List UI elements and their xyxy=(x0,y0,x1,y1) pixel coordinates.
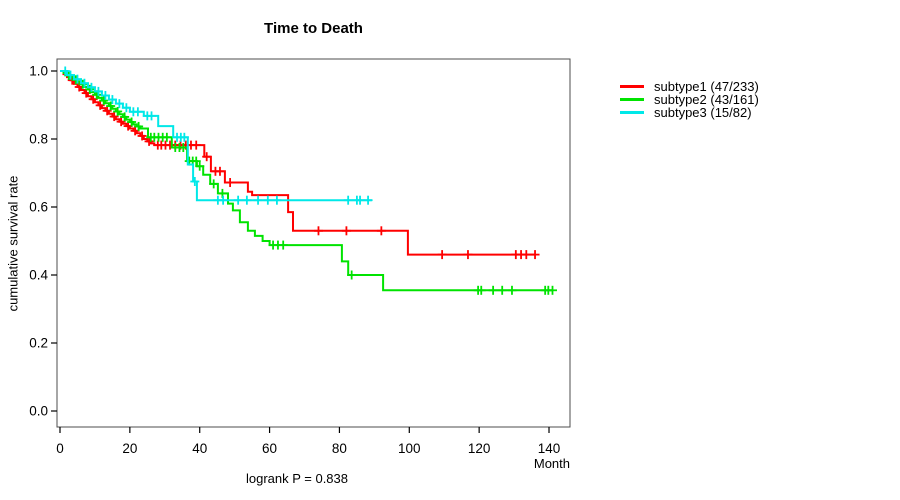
x-tick-label: 80 xyxy=(332,441,347,456)
x-axis-label: Month xyxy=(533,456,570,471)
legend-label: subtype2 (43/161) xyxy=(654,92,759,107)
logrank-p-annotation: logrank P = 0.838 xyxy=(245,471,349,486)
y-tick-label: 0.4 xyxy=(29,268,48,283)
x-tick-label: 20 xyxy=(122,441,137,456)
y-tick-label: 0.2 xyxy=(29,336,48,351)
curve-subtype3 xyxy=(60,70,372,202)
curve-subtype2 xyxy=(60,70,553,292)
y-tick-label: 0.0 xyxy=(29,404,48,419)
legend-row-subtype3: subtype3 (15/82) xyxy=(620,105,759,120)
legend-line-swatch xyxy=(620,111,644,114)
censor-marks-subtype1 xyxy=(67,75,540,260)
legend-line-swatch xyxy=(620,85,644,88)
legend-row-subtype1: subtype1 (47/233) xyxy=(620,79,759,94)
legend-row-subtype2: subtype2 (43/161) xyxy=(620,92,759,107)
plot-box xyxy=(56,58,571,428)
y-axis-label: cumulative survival rate xyxy=(5,175,21,312)
legend-label: subtype1 (47/233) xyxy=(654,79,759,94)
x-tick-label: 100 xyxy=(398,441,421,456)
y-tick-label: 0.8 xyxy=(29,132,48,147)
legend-label: subtype3 (15/82) xyxy=(654,105,752,120)
legend: subtype1 (47/233) subtype2 (43/161) subtyp… xyxy=(620,79,759,120)
x-tick-label: 0 xyxy=(56,441,64,456)
y-tick-label: 0.6 xyxy=(29,200,48,215)
x-tick-label: 40 xyxy=(192,441,207,456)
x-tick-label: 140 xyxy=(538,441,561,456)
censor-marks-subtype2 xyxy=(64,70,557,295)
chart-title: Time to Death xyxy=(264,20,363,37)
legend-line-swatch xyxy=(620,98,644,101)
curve-subtype1 xyxy=(60,70,535,256)
x-tick-label: 120 xyxy=(468,441,491,456)
x-tick-label: 60 xyxy=(262,441,277,456)
y-tick-label: 1.0 xyxy=(29,64,48,79)
censor-marks-subtype3 xyxy=(60,66,373,205)
